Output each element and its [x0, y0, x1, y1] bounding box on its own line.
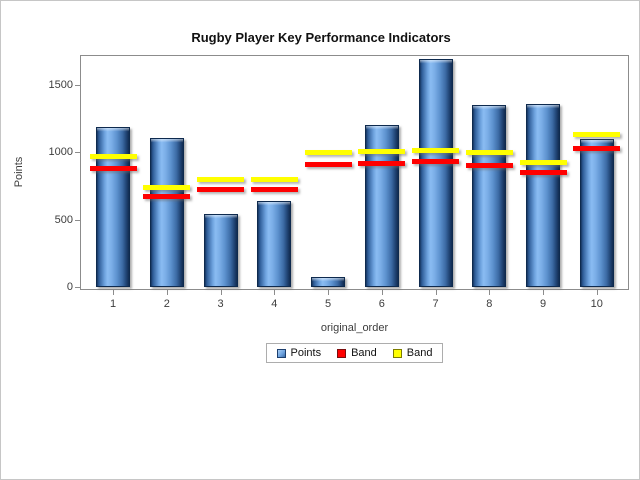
legend-item-label: Points — [290, 347, 322, 359]
legend-item-yellow: Band — [392, 347, 433, 359]
chart-title: Rugby Player Key Performance Indicators — [191, 30, 451, 45]
x-tick-mark — [489, 290, 491, 295]
bar — [96, 126, 130, 287]
x-tick-mark — [596, 290, 598, 295]
legend: Points Band Band — [80, 343, 629, 363]
legend-item-label: Band — [351, 347, 377, 359]
band-red — [197, 186, 244, 192]
band-red — [412, 159, 459, 165]
band-red — [358, 160, 406, 166]
x-tick-label: 1 — [109, 298, 117, 310]
x-tick-mark — [113, 290, 114, 295]
y-tick-label: 0 — [66, 281, 73, 293]
band-red — [143, 193, 191, 199]
band-red — [519, 170, 567, 175]
bar — [203, 213, 238, 287]
band-red — [304, 161, 352, 167]
y-tick-label: 1500 — [48, 78, 73, 91]
bar — [311, 276, 345, 287]
y-tick-label: 1000 — [48, 146, 73, 159]
band-yellow — [89, 153, 137, 159]
yellow-swatch-icon — [392, 348, 402, 358]
x-tick-label: 9 — [539, 298, 547, 310]
points-swatch-icon — [276, 348, 286, 358]
x-tick-label: 4 — [271, 298, 278, 310]
red-swatch-icon — [337, 348, 347, 358]
y-tick-mark — [75, 287, 80, 288]
band-yellow — [304, 149, 352, 155]
band-yellow — [197, 177, 244, 183]
legend-box: Points Band Band — [265, 343, 444, 363]
x-tick-mark — [543, 290, 544, 295]
bar — [418, 59, 453, 287]
band-yellow — [519, 159, 567, 165]
band-red — [89, 165, 137, 171]
bar — [579, 138, 614, 287]
legend-item-label: Band — [406, 347, 433, 359]
y-tick-label: 500 — [54, 213, 73, 226]
x-tick-label: 3 — [217, 298, 224, 310]
x-tick-mark — [381, 290, 383, 295]
y-axis-label: Points — [13, 156, 25, 188]
band-yellow — [412, 147, 459, 153]
bar — [149, 138, 184, 287]
band-red — [250, 186, 298, 192]
x-tick-mark — [166, 290, 168, 295]
band-yellow — [143, 184, 191, 190]
y-tick-mark — [75, 84, 80, 86]
band-yellow — [465, 150, 513, 156]
x-tick-label: 8 — [486, 298, 493, 310]
x-tick-mark — [274, 290, 276, 295]
x-axis-label: original_order — [320, 322, 389, 334]
x-tick-label: 6 — [378, 298, 385, 310]
bar — [257, 201, 292, 287]
band-yellow — [250, 177, 298, 183]
bar — [526, 103, 560, 287]
legend-item-red: Band — [337, 347, 377, 359]
y-tick-mark — [75, 219, 80, 221]
x-tick-label: 7 — [432, 298, 439, 310]
band-red — [573, 146, 621, 152]
band-yellow — [573, 131, 621, 137]
x-tick-label: 10 — [590, 298, 603, 310]
bar — [472, 105, 507, 287]
band-yellow — [358, 149, 406, 155]
x-tick-mark — [220, 290, 222, 295]
y-tick-mark — [75, 152, 80, 154]
x-tick-label: 2 — [163, 298, 170, 310]
band-red — [465, 162, 513, 168]
x-tick-mark — [328, 290, 329, 295]
x-tick-mark — [435, 290, 437, 295]
x-tick-label: 5 — [324, 298, 332, 310]
legend-item-points: Points — [276, 347, 322, 359]
